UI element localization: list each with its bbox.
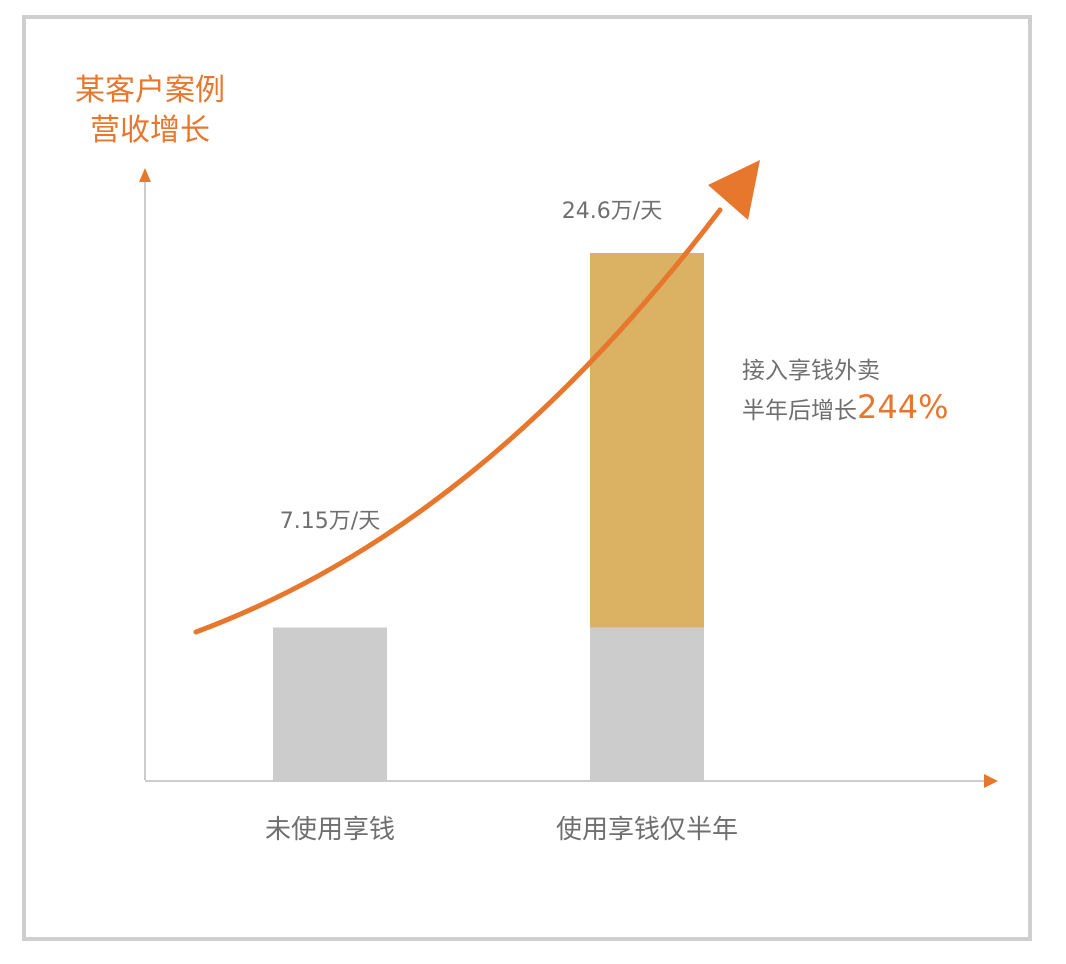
annotation-prefix: 半年后增长: [742, 398, 857, 424]
growth-arrow-head-icon: [708, 160, 760, 220]
x-axis-arrow-icon: [984, 774, 998, 788]
chart-frame: [22, 15, 1032, 941]
growth-trend-curve: [193, 207, 723, 635]
bars-group: [273, 253, 704, 781]
annotation-highlight-percent: 244%: [857, 388, 948, 426]
bar-after-segment-1: [590, 627, 704, 781]
category-label-before: 未使用享钱: [265, 815, 395, 845]
category-label-after: 使用享钱仅半年: [556, 815, 738, 845]
y-axis-arrow-icon: [139, 168, 151, 182]
bar-before-segment-1: [273, 627, 387, 781]
chart-title-line-1: 某客户案例: [75, 73, 225, 108]
value-label-before: 7.15万/天: [280, 509, 380, 534]
annotation-line-2: 半年后增长244%: [742, 388, 948, 426]
annotation-line-1: 接入享钱外卖: [742, 358, 880, 384]
chart-title-line-2: 营收增长: [90, 113, 210, 148]
bar-after-segment-2: [590, 253, 704, 628]
value-label-after: 24.6万/天: [562, 199, 662, 224]
